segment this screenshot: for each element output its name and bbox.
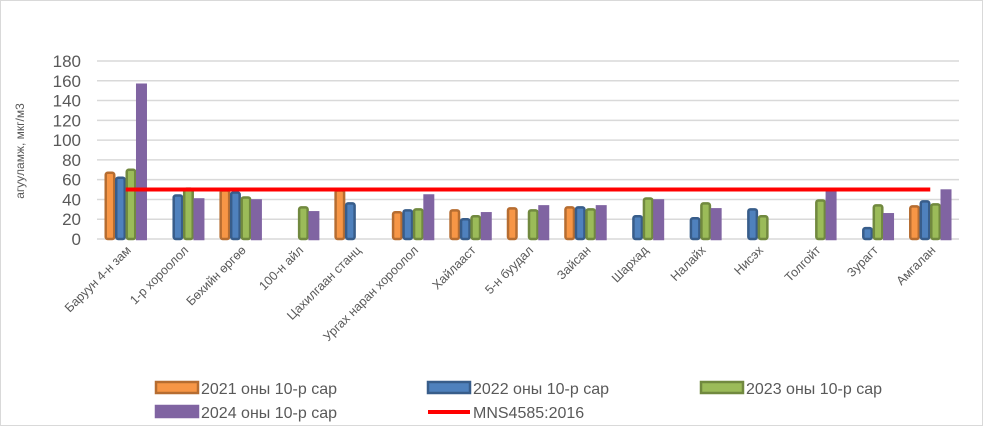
bar-2022: [402, 209, 414, 241]
bar-2021: [334, 189, 346, 241]
bar-2022: [229, 191, 241, 241]
legend-label: MNS4585:2016: [473, 405, 584, 422]
bar-2021: [391, 211, 403, 241]
bar-2022: [344, 202, 356, 241]
bar-2024: [135, 83, 147, 241]
y-tick-label: 140: [53, 92, 81, 111]
legend-swatch: [154, 380, 200, 395]
bar-2022: [574, 206, 586, 241]
y-tick-label: 160: [53, 72, 81, 91]
x-tick-label: Шархад: [609, 243, 652, 286]
bar-2023: [527, 209, 539, 241]
bar-2021: [506, 207, 518, 241]
x-tick-label: Налайх: [668, 243, 709, 284]
legend-label: 2024 оны 10-р сар: [201, 405, 337, 422]
bar-2022: [459, 217, 471, 241]
bar-2022: [172, 194, 184, 241]
bar-2024: [595, 205, 607, 241]
bar-2023: [815, 199, 827, 241]
bar-2024: [538, 205, 550, 241]
bar-2023: [642, 197, 654, 241]
legend-label: 2023 оны 10-р сар: [746, 381, 882, 398]
bar-2023: [757, 215, 769, 241]
bar-2023: [930, 203, 942, 241]
y-tick-label: 60: [62, 171, 81, 190]
x-tick-label: Зайсан: [554, 243, 593, 282]
legend-label: 2022 оны 10-р сар: [473, 381, 609, 398]
bar-2024: [825, 189, 837, 241]
y-tick-label: 180: [53, 52, 81, 71]
bar-2023: [412, 208, 424, 241]
bar-2021: [104, 171, 116, 241]
bar-2024: [423, 194, 435, 241]
x-tick-label: 1-р хороолол: [127, 243, 191, 307]
bar-2022: [689, 216, 701, 241]
legend-swatch: [154, 404, 200, 419]
bar-2023: [470, 215, 482, 241]
bar-2024: [480, 212, 492, 241]
bar-2024: [308, 211, 320, 241]
bar-2022: [862, 226, 874, 241]
y-tick-label: 80: [62, 151, 81, 170]
y-tick-label: 100: [53, 131, 81, 150]
x-tick-label: Баруун 4-н зам: [62, 243, 134, 315]
bar-2022: [114, 176, 126, 241]
bar-2021: [219, 189, 231, 241]
legend-swatch: [426, 380, 472, 395]
bar-2021: [909, 205, 921, 241]
bar-2024: [940, 189, 952, 241]
bar-2022: [747, 208, 759, 241]
y-tick-label: 0: [72, 230, 81, 249]
y-tick-label: 40: [62, 190, 81, 209]
bar-2023: [125, 168, 137, 241]
x-tick-label: Зурагт: [844, 243, 881, 280]
x-tick-label: Хайлааст: [430, 243, 479, 292]
bar-2024: [250, 199, 262, 241]
bar-2023: [297, 206, 309, 241]
bar-2023: [872, 204, 884, 241]
bar-2021: [449, 209, 461, 241]
y-tick-label: 120: [53, 111, 81, 130]
x-tick-label: Нисэх: [731, 243, 766, 278]
x-tick-label: Амгалан: [894, 243, 939, 288]
bar-2021: [564, 206, 576, 241]
x-tick-label: 100-н айл: [256, 243, 306, 293]
bar-2022: [632, 215, 644, 241]
x-tick-label: Толгойт: [782, 243, 824, 285]
x-tick-label: Бөхийн өргөө: [184, 243, 249, 308]
y-axis-label: агууламж, мкг/м3: [13, 103, 27, 199]
bar-2022: [919, 200, 931, 241]
bar-2024: [710, 208, 722, 241]
bar-2023: [240, 196, 252, 241]
bar-2023: [585, 208, 597, 241]
bar-2024: [193, 198, 205, 241]
legend-label: 2021 оны 10-р сар: [201, 381, 337, 398]
bar-2024: [653, 199, 665, 241]
legend-swatch: [699, 380, 745, 395]
x-tick-label: 5-н буудал: [482, 243, 536, 297]
bar-2024: [883, 213, 895, 241]
y-tick-label: 20: [62, 210, 81, 229]
x-tick-label: Ургах наран хороолол: [320, 243, 421, 344]
bar-2023: [182, 187, 194, 241]
bar-2023: [700, 202, 712, 241]
